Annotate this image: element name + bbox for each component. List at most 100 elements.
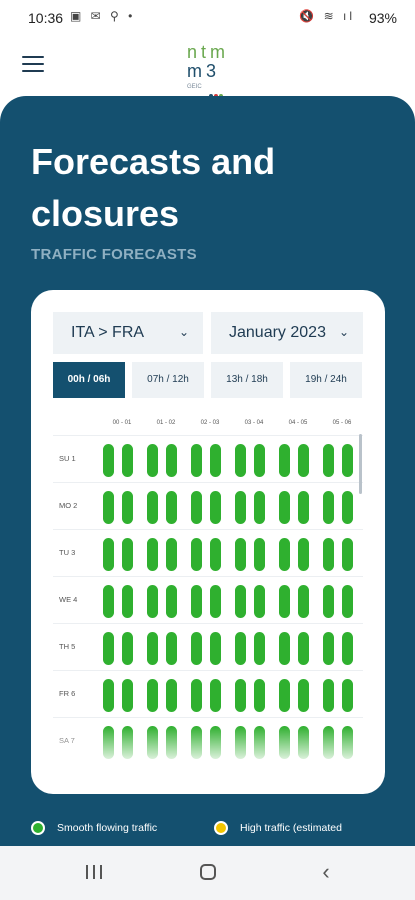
traffic-slot-indicator[interactable] — [235, 538, 246, 571]
month-select[interactable]: January 2023 ⌄ — [211, 312, 363, 354]
traffic-slot-indicator[interactable] — [210, 444, 221, 477]
traffic-slot-indicator[interactable] — [323, 632, 334, 665]
traffic-slot-indicator[interactable] — [191, 444, 202, 477]
traffic-grid[interactable]: 00 - 01 01 - 02 02 - 03 03 - 04 04 - 05 05 - … — [53, 414, 363, 766]
direction-select[interactable]: ITA > FRA ⌄ — [53, 312, 203, 354]
traffic-slot-indicator[interactable] — [235, 491, 246, 524]
traffic-slot-indicator[interactable] — [254, 491, 265, 524]
day-row-label: TU 3 — [59, 548, 76, 557]
traffic-slot-indicator[interactable] — [103, 444, 114, 477]
traffic-slot-indicator[interactable] — [342, 585, 353, 618]
traffic-slot-indicator[interactable] — [210, 679, 221, 712]
day-row-label: WE 4 — [59, 595, 78, 604]
traffic-slot-indicator[interactable] — [147, 632, 158, 665]
logo-sub-text: GEIC — [187, 84, 202, 90]
legend: Smooth flowing traffic High traffic (esti… — [0, 812, 415, 846]
traffic-slot-indicator[interactable] — [279, 491, 290, 524]
day-row-label: TH 5 — [59, 642, 76, 651]
traffic-slot-indicator[interactable] — [323, 585, 334, 618]
traffic-slot-indicator[interactable] — [147, 491, 158, 524]
recent-apps-icon[interactable] — [74, 860, 114, 886]
time-slot-tab[interactable]: 13h / 18h — [211, 362, 283, 398]
battery-level: 93% — [368, 10, 397, 26]
day-row-label: MO 2 — [59, 501, 78, 510]
traffic-slot-indicator[interactable] — [342, 538, 353, 571]
traffic-slot-indicator[interactable] — [235, 632, 246, 665]
logo-top-text: ntm — [187, 42, 230, 62]
traffic-slot-indicator[interactable] — [122, 538, 133, 571]
traffic-slot-indicator[interactable] — [103, 491, 114, 524]
traffic-slot-indicator[interactable] — [298, 632, 309, 665]
traffic-slot-indicator[interactable] — [254, 679, 265, 712]
traffic-slot-indicator[interactable] — [122, 585, 133, 618]
traffic-slot-indicator[interactable] — [323, 444, 334, 477]
status-time: 10:36 — [28, 10, 64, 26]
traffic-slot-indicator[interactable] — [191, 679, 202, 712]
traffic-slot-indicator[interactable] — [342, 679, 353, 712]
traffic-slot-indicator[interactable] — [147, 538, 158, 571]
traffic-slot-indicator[interactable] — [254, 538, 265, 571]
hamburger-menu-icon[interactable] — [22, 56, 44, 72]
legend-dot-icon — [31, 821, 45, 835]
scroll-fade — [53, 726, 363, 766]
home-icon[interactable] — [189, 860, 229, 886]
time-slot-tab[interactable]: 00h / 06h — [53, 362, 125, 398]
traffic-slot-indicator[interactable] — [235, 444, 246, 477]
traffic-slot-indicator[interactable] — [235, 679, 246, 712]
traffic-slot-indicator[interactable] — [298, 679, 309, 712]
traffic-slot-indicator[interactable] — [191, 632, 202, 665]
page-title: Forecasts and closures — [31, 141, 276, 234]
traffic-slot-indicator[interactable] — [103, 632, 114, 665]
time-slot-tab[interactable]: 07h / 12h — [132, 362, 204, 398]
traffic-slot-indicator[interactable] — [298, 491, 309, 524]
traffic-slot-indicator[interactable] — [122, 444, 133, 477]
traffic-slot-indicator[interactable] — [147, 585, 158, 618]
traffic-slot-indicator[interactable] — [210, 585, 221, 618]
traffic-slot-indicator[interactable] — [342, 444, 353, 477]
traffic-slot-indicator[interactable] — [279, 585, 290, 618]
traffic-slot-indicator[interactable] — [210, 491, 221, 524]
day-row-label: SU 1 — [59, 454, 76, 463]
time-slot-tab[interactable]: 19h / 24h — [290, 362, 362, 398]
traffic-slot-indicator[interactable] — [342, 491, 353, 524]
traffic-slot-indicator[interactable] — [191, 538, 202, 571]
traffic-slot-indicator[interactable] — [279, 632, 290, 665]
traffic-slot-indicator[interactable] — [166, 444, 177, 477]
traffic-slot-indicator[interactable] — [103, 679, 114, 712]
traffic-slot-indicator[interactable] — [279, 444, 290, 477]
hour-column-label: 02 - 03 — [200, 420, 220, 426]
traffic-slot-indicator[interactable] — [235, 585, 246, 618]
traffic-slot-indicator[interactable] — [323, 679, 334, 712]
traffic-slot-indicator[interactable] — [147, 444, 158, 477]
legend-label: High traffic (estimated — [240, 822, 342, 834]
traffic-slot-indicator[interactable] — [210, 538, 221, 571]
traffic-slot-indicator[interactable] — [103, 538, 114, 571]
traffic-slot-indicator[interactable] — [166, 585, 177, 618]
traffic-slot-indicator[interactable] — [166, 538, 177, 571]
traffic-slot-indicator[interactable] — [103, 585, 114, 618]
traffic-slot-indicator[interactable] — [254, 585, 265, 618]
grid-scrollbar[interactable] — [359, 434, 362, 494]
traffic-slot-indicator[interactable] — [279, 679, 290, 712]
traffic-slot-indicator[interactable] — [122, 491, 133, 524]
traffic-slot-indicator[interactable] — [298, 585, 309, 618]
traffic-slot-indicator[interactable] — [254, 632, 265, 665]
traffic-slot-indicator[interactable] — [323, 538, 334, 571]
traffic-slot-indicator[interactable] — [166, 491, 177, 524]
traffic-slot-indicator[interactable] — [122, 679, 133, 712]
traffic-slot-indicator[interactable] — [191, 491, 202, 524]
traffic-slot-indicator[interactable] — [122, 632, 133, 665]
traffic-slot-indicator[interactable] — [210, 632, 221, 665]
traffic-slot-indicator[interactable] — [147, 679, 158, 712]
hour-column-label: 03 - 04 — [244, 420, 264, 426]
traffic-slot-indicator[interactable] — [254, 444, 265, 477]
traffic-slot-indicator[interactable] — [166, 632, 177, 665]
traffic-slot-indicator[interactable] — [298, 538, 309, 571]
traffic-slot-indicator[interactable] — [342, 632, 353, 665]
traffic-slot-indicator[interactable] — [298, 444, 309, 477]
traffic-slot-indicator[interactable] — [191, 585, 202, 618]
traffic-slot-indicator[interactable] — [166, 679, 177, 712]
traffic-slot-indicator[interactable] — [279, 538, 290, 571]
traffic-slot-indicator[interactable] — [323, 491, 334, 524]
back-icon[interactable]: ‹ — [322, 859, 330, 884]
